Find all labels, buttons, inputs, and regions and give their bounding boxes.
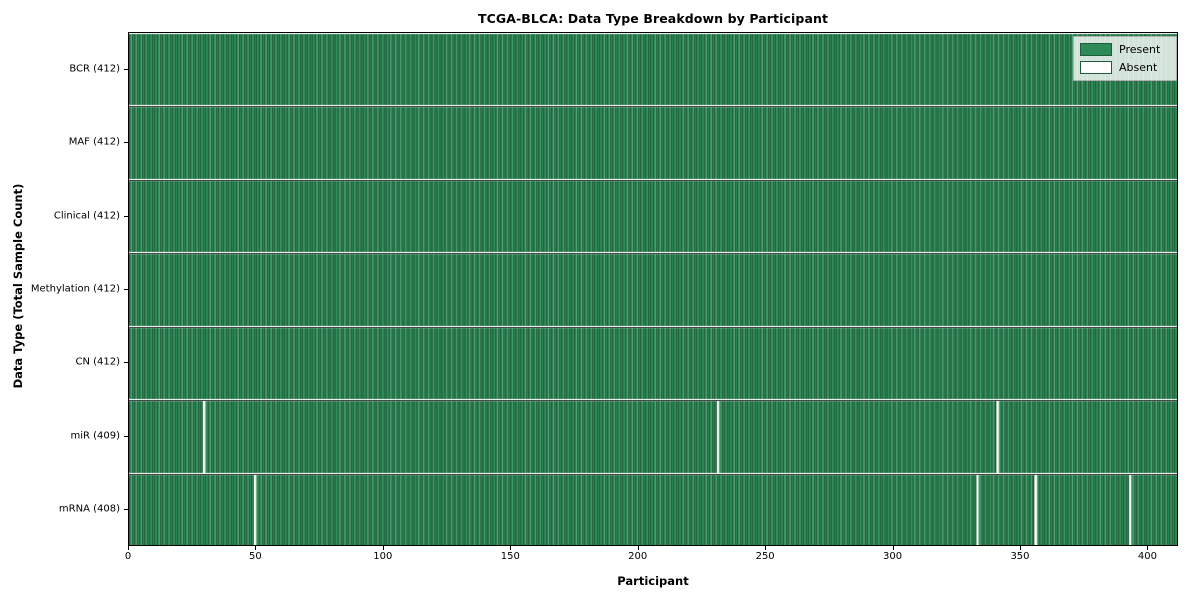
- row-divider: [129, 400, 1177, 401]
- legend-item-label: Absent: [1119, 61, 1158, 74]
- x-axis-tick-label: 300: [883, 551, 903, 562]
- x-axis-tick-label: 250: [755, 551, 775, 562]
- x-axis-tick-mark: [510, 546, 511, 550]
- heatmap-row-bars: [129, 326, 1177, 401]
- x-axis-tick-label: 200: [628, 551, 648, 562]
- heatmap-row-bars: [129, 106, 1177, 180]
- y-axis-tick-mark: [124, 69, 128, 70]
- legend-swatch-icon: [1080, 61, 1112, 74]
- y-axis-tick-label: Methylation (412): [30, 283, 120, 295]
- x-axis-tick-label: 100: [373, 551, 393, 562]
- x-axis-tick-label: 350: [1010, 551, 1030, 562]
- row-divider: [129, 106, 1177, 107]
- row-divider: [129, 180, 1177, 181]
- y-axis-tick-label: Clinical (412): [53, 210, 120, 222]
- row-divider: [129, 474, 1177, 475]
- y-axis-tick-mark: [124, 362, 128, 363]
- chart-legend[interactable]: Present Absent: [1073, 36, 1177, 81]
- heatmap-row-bars: [129, 179, 1177, 254]
- legend-swatch-icon: [1080, 43, 1112, 56]
- x-axis-tick-label: 400: [1137, 551, 1157, 562]
- y-axis-tick-mark: [124, 142, 128, 143]
- x-axis-tick-label: 150: [500, 551, 520, 562]
- heatmap-row[interactable]: [129, 253, 1177, 327]
- y-axis-tick-label: CN (412): [75, 356, 120, 368]
- x-axis-tick-label: 0: [124, 551, 132, 562]
- y-axis-tick-label: BCR (412): [69, 63, 120, 75]
- legend-item[interactable]: Absent: [1080, 60, 1170, 75]
- x-axis-tick-label: 50: [249, 551, 262, 562]
- heatmap-row[interactable]: [129, 179, 1177, 254]
- y-axis-tick-mark: [124, 509, 128, 510]
- heatmap-row-bars: [129, 253, 1177, 327]
- x-axis-label: Participant: [617, 574, 689, 588]
- x-axis-tick-mark: [893, 546, 894, 550]
- x-axis-tick-mark: [1147, 546, 1148, 550]
- y-axis-tick-mark: [124, 216, 128, 217]
- y-axis-tick-label: MAF (412): [68, 136, 120, 148]
- plot-area[interactable]: [128, 32, 1178, 546]
- x-axis-tick-mark: [638, 546, 639, 550]
- y-axis-tick-label: mRNA (408): [58, 503, 120, 515]
- y-axis-tick-area: BCR (412) MAF (412) Clinical (412) Methylat…: [0, 0, 120, 600]
- row-divider: [129, 327, 1177, 328]
- heatmap-row[interactable]: [129, 473, 1177, 545]
- row-divider: [129, 253, 1177, 254]
- heatmap-row[interactable]: [129, 106, 1177, 180]
- x-axis-tick-mark: [383, 546, 384, 550]
- heatmap-row-bars: [129, 33, 1177, 107]
- y-axis-tick-mark: [124, 436, 128, 437]
- x-axis-tick-mark: [1020, 546, 1021, 550]
- legend-item-label: Present: [1119, 43, 1161, 56]
- heatmap-row[interactable]: [129, 326, 1177, 401]
- heatmap-row-bars: [129, 400, 1177, 474]
- heatmap-row-bars: [129, 473, 1177, 545]
- legend-item[interactable]: Present: [1080, 42, 1170, 57]
- y-axis-tick-label: miR (409): [70, 430, 120, 442]
- x-axis-tick-mark: [128, 546, 129, 550]
- heatmap-row[interactable]: [129, 33, 1177, 107]
- y-axis-tick-mark: [124, 289, 128, 290]
- x-axis-tick-mark: [765, 546, 766, 550]
- heatmap-row[interactable]: [129, 400, 1177, 474]
- page-title: TCGA-BLCA: Data Type Breakdown by Partic…: [477, 11, 829, 26]
- x-axis-tick-mark: [255, 546, 256, 550]
